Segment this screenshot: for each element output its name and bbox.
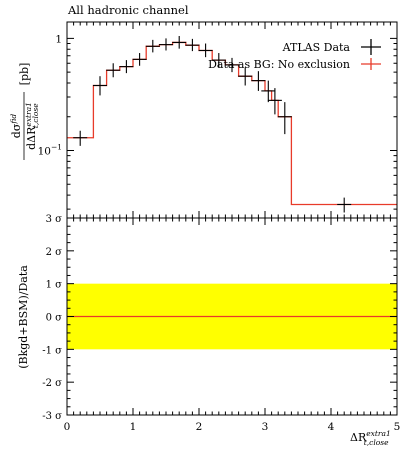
ratio-y-tick-label: -2 σ bbox=[42, 378, 62, 389]
main-ylabel: dσfid dΔRextra1t,close [pb] bbox=[9, 63, 40, 160]
x-tick-label: 3 bbox=[262, 421, 269, 433]
legend-label-data-as-bg: Data as BG: No exclusion bbox=[208, 58, 350, 71]
main-y-tick-label: 1 bbox=[55, 33, 62, 45]
x-tick-label: 5 bbox=[394, 421, 401, 433]
legend-label-atlas-data: ATLAS Data bbox=[282, 41, 351, 54]
legend: ATLAS Data Data as BG: No exclusion bbox=[208, 39, 381, 71]
ratio-y-tick-label: 3 σ bbox=[46, 214, 63, 225]
chart-title: All hadronic channel bbox=[67, 3, 189, 17]
x-tick-label: 0 bbox=[64, 421, 71, 433]
ratio-y-tick-label: -1 σ bbox=[42, 345, 62, 356]
ratio-y-tick-label: 2 σ bbox=[46, 247, 63, 258]
ratio-y-tick-label: 0 σ bbox=[46, 313, 63, 324]
xlabel: ΔRextra1 t,close bbox=[350, 429, 391, 447]
main-panel: 1 10−1 bbox=[38, 21, 398, 219]
ratio-panel: 3 σ 2 σ 1 σ 0 σ -1 σ -2 σ -3 σ bbox=[42, 214, 398, 422]
main-y-tick-label: 10−1 bbox=[38, 142, 62, 157]
x-tick-label: 1 bbox=[130, 421, 137, 433]
x-tick-label: 2 bbox=[196, 421, 203, 433]
x-tick-label: 4 bbox=[328, 421, 335, 433]
ratio-ylabel: (Bkgd+BSM)/Data bbox=[17, 265, 30, 369]
ylabel-unit: [pb] bbox=[18, 63, 31, 86]
ylabel-numerator: dσfid bbox=[9, 114, 23, 139]
ratio-y-tick-label: -3 σ bbox=[42, 411, 62, 422]
mc-histogram-line bbox=[67, 41, 397, 206]
ratio-y-tick-label: 1 σ bbox=[46, 280, 63, 291]
ylabel-denominator: dΔRextra1t,close bbox=[24, 102, 40, 150]
